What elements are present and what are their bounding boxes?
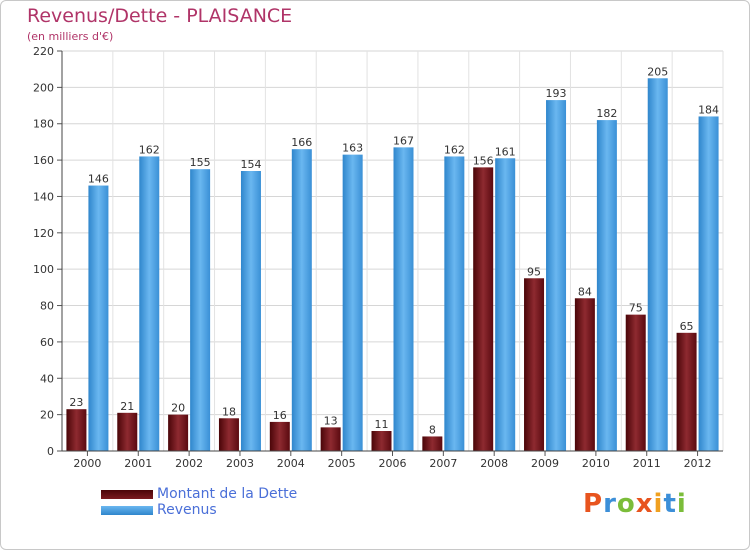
bar-revenus bbox=[444, 156, 465, 452]
logo-letter: o bbox=[616, 489, 636, 519]
data-label-revenus: 163 bbox=[342, 142, 363, 155]
bar-debt bbox=[320, 427, 341, 451]
data-label-debt: 23 bbox=[69, 396, 83, 409]
bar-debt bbox=[625, 314, 646, 451]
y-tick-label: 200 bbox=[33, 81, 54, 94]
x-tick-label: 2008 bbox=[480, 457, 508, 470]
bar-debt bbox=[371, 431, 392, 451]
logo-letter: i bbox=[676, 489, 687, 519]
data-label-debt: 156 bbox=[473, 154, 494, 167]
bar-revenus bbox=[139, 156, 160, 452]
bar-revenus bbox=[393, 147, 414, 451]
y-tick-label: 20 bbox=[40, 409, 54, 422]
bar-revenus bbox=[190, 169, 211, 451]
y-tick-label: 60 bbox=[40, 336, 54, 349]
y-tick-label: 120 bbox=[33, 227, 54, 240]
data-label-debt: 18 bbox=[222, 405, 236, 418]
y-tick-label: 100 bbox=[33, 263, 54, 276]
bar-debt bbox=[168, 414, 189, 451]
data-label-revenus: 182 bbox=[596, 107, 617, 120]
data-label-revenus: 167 bbox=[393, 134, 414, 147]
data-label-revenus: 166 bbox=[291, 136, 312, 149]
data-label-revenus: 146 bbox=[88, 173, 109, 186]
data-label-debt: 20 bbox=[171, 402, 185, 415]
x-tick-label: 2007 bbox=[429, 457, 457, 470]
bar-debt bbox=[422, 436, 443, 451]
x-tick-label: 2004 bbox=[277, 457, 305, 470]
x-tick-label: 2009 bbox=[531, 457, 559, 470]
x-tick-label: 2001 bbox=[124, 457, 152, 470]
proxiti-logo: Proxiti bbox=[583, 489, 687, 519]
data-label-debt: 8 bbox=[429, 423, 436, 436]
bar-revenus bbox=[596, 120, 617, 451]
legend-label-revenus: Revenus bbox=[157, 502, 217, 518]
bar-revenus bbox=[291, 149, 312, 451]
bar-debt bbox=[524, 278, 545, 451]
y-tick-label: 220 bbox=[33, 45, 54, 58]
bar-debt bbox=[66, 409, 87, 451]
data-label-revenus: 161 bbox=[495, 145, 516, 158]
bar-debt bbox=[574, 298, 595, 451]
data-label-debt: 95 bbox=[527, 265, 541, 278]
data-label-debt: 65 bbox=[680, 320, 694, 333]
chart-title: Revenus/Dette - PLAISANCE bbox=[27, 5, 293, 27]
x-tick-label: 2005 bbox=[328, 457, 356, 470]
x-tick-label: 2011 bbox=[633, 457, 661, 470]
logo-letter: i bbox=[653, 489, 664, 519]
x-tick-label: 2002 bbox=[175, 457, 203, 470]
y-tick-label: 80 bbox=[40, 300, 54, 313]
logo-letter: t bbox=[663, 489, 677, 519]
bar-revenus bbox=[240, 171, 261, 451]
data-label-debt: 11 bbox=[375, 418, 389, 431]
y-tick-label: 160 bbox=[33, 154, 54, 167]
y-tick-label: 180 bbox=[33, 118, 54, 131]
data-label-debt: 75 bbox=[629, 302, 643, 315]
data-label-debt: 13 bbox=[324, 414, 338, 427]
data-label-revenus: 155 bbox=[190, 156, 211, 169]
plot-area bbox=[62, 51, 723, 451]
bar-debt bbox=[117, 412, 138, 451]
y-tick-label: 40 bbox=[40, 372, 54, 385]
bar-revenus bbox=[88, 185, 109, 451]
y-tick-label: 140 bbox=[33, 190, 54, 203]
bar-revenus bbox=[698, 116, 719, 452]
data-label-revenus: 193 bbox=[546, 87, 567, 100]
logo-letter: P bbox=[583, 489, 604, 519]
legend-swatch-debt bbox=[101, 490, 153, 499]
x-tick-label: 2003 bbox=[226, 457, 254, 470]
legend-swatch-revenus bbox=[101, 506, 153, 515]
y-tick-label: 0 bbox=[47, 445, 54, 458]
bar-revenus bbox=[342, 154, 363, 452]
data-label-revenus: 205 bbox=[647, 65, 668, 78]
data-label-revenus: 154 bbox=[240, 158, 261, 171]
x-tick-label: 2006 bbox=[379, 457, 407, 470]
bar-revenus bbox=[495, 158, 516, 452]
bar-revenus bbox=[546, 100, 567, 451]
data-label-revenus: 184 bbox=[698, 103, 719, 116]
legend-label-debt: Montant de la Dette bbox=[157, 486, 298, 502]
data-label-revenus: 162 bbox=[444, 143, 465, 156]
logo-letter: r bbox=[603, 489, 617, 519]
x-tick-label: 2000 bbox=[73, 457, 101, 470]
bar-debt bbox=[269, 421, 290, 451]
chart-subtitle: (en milliers d'€) bbox=[27, 30, 114, 43]
bar-debt bbox=[473, 167, 494, 451]
bar-debt bbox=[218, 418, 239, 451]
bar-debt bbox=[676, 332, 697, 451]
data-label-debt: 84 bbox=[578, 285, 592, 298]
data-label-debt: 16 bbox=[273, 409, 287, 422]
x-tick-label: 2010 bbox=[582, 457, 610, 470]
data-label-revenus: 162 bbox=[139, 143, 160, 156]
x-tick-label: 2012 bbox=[684, 457, 712, 470]
logo-letter: x bbox=[635, 489, 654, 519]
data-label-debt: 21 bbox=[120, 400, 134, 413]
bar-revenus bbox=[647, 78, 668, 451]
